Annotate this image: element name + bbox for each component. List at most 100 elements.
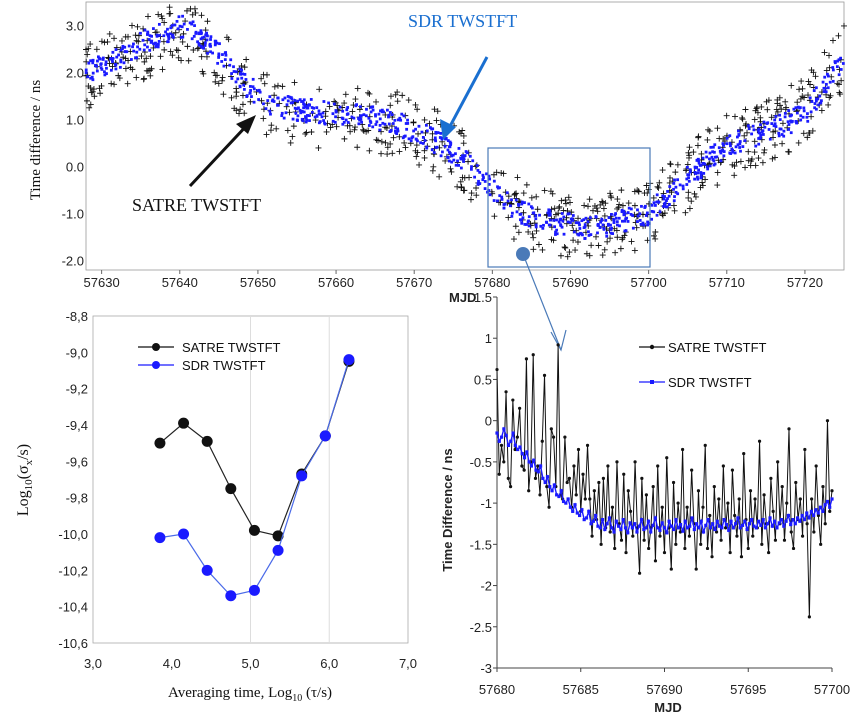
zoom-sdr-point [548, 485, 552, 489]
satre-point [341, 100, 348, 107]
sdr-point [132, 49, 136, 53]
sdr-point [317, 112, 321, 116]
zoom-satre-point [545, 485, 549, 489]
sdr-point [181, 14, 185, 18]
sdr-point [510, 211, 514, 215]
sdr-point [332, 102, 336, 106]
satre-point [534, 206, 541, 213]
zoom-sdr-point [568, 505, 573, 509]
sdr-point [655, 213, 659, 217]
satre-point [467, 196, 474, 203]
sdr-point [733, 151, 737, 155]
zoom-satre-point [800, 534, 805, 538]
sdr-point [629, 207, 633, 211]
satre-point [686, 205, 693, 212]
sdr-point [425, 129, 429, 133]
allan-satre-point [201, 435, 213, 447]
zoom-satre-point [710, 555, 714, 559]
satre-point [731, 113, 738, 120]
sdr-point [201, 36, 204, 40]
satre-point [771, 142, 778, 149]
sdr-point [463, 154, 467, 157]
zoom-satre-point [798, 497, 802, 501]
sdr-point [708, 157, 711, 161]
sdr-point [713, 143, 717, 147]
zoom-sdr-point [545, 475, 550, 479]
sdr-point [686, 173, 690, 177]
satre-point [87, 101, 94, 108]
sdr-point [747, 124, 750, 128]
sdr-point [396, 129, 400, 133]
zoom-satre-point [628, 509, 633, 513]
sdr-point [266, 99, 270, 102]
sdr-point [806, 119, 810, 123]
sdr-point [416, 139, 419, 143]
zoom-sdr-point [685, 526, 690, 530]
sdr-point [272, 100, 276, 103]
sdr-point [730, 147, 734, 151]
sdr-point [629, 213, 633, 216]
sdr-point [240, 76, 244, 80]
sdr-point [299, 111, 303, 115]
sdr-point [434, 131, 438, 135]
satre-point [692, 193, 699, 200]
satre-point [619, 236, 626, 243]
sdr-point [722, 154, 726, 158]
allan-y-tick-label: -9,4 [66, 418, 88, 433]
sdr-point [814, 107, 818, 111]
satre-point [520, 209, 527, 216]
top-x-tick-label: 57690 [552, 275, 588, 290]
zoom-satre-point [828, 509, 832, 513]
zoom-satre-point [644, 493, 648, 497]
sdr-point [561, 219, 565, 223]
sdr-point [696, 177, 700, 181]
zoom-satre-point [742, 452, 746, 456]
zoom-satre-point [819, 542, 823, 546]
sdr-point [284, 111, 288, 115]
satre-point [442, 157, 449, 164]
zoom-satre-point [728, 550, 732, 555]
satre-point [601, 212, 608, 219]
satre-point [783, 104, 790, 111]
sdr-point [157, 22, 161, 26]
zoom-sdr-point [617, 524, 621, 528]
sdr-point [430, 148, 434, 152]
sdr-point [242, 83, 246, 87]
sdr-point [95, 69, 99, 73]
zoom-sdr-point [754, 526, 758, 530]
sdr-point [304, 115, 307, 118]
sdr-point [315, 106, 319, 110]
sdr-point [481, 173, 485, 177]
satre-point [87, 41, 94, 48]
zoom-sdr-point [704, 523, 708, 527]
sdr-point [620, 210, 624, 214]
sdr-point [199, 37, 203, 41]
sdr-point [421, 142, 425, 145]
satre-point [366, 147, 373, 154]
zoom-y-axis-label: Time Difference / ns [440, 448, 455, 571]
satre-point [416, 161, 423, 168]
satre-point [558, 197, 565, 204]
zoom-sdr-point [784, 519, 788, 523]
sdr-point [229, 58, 233, 62]
sdr-point [544, 220, 548, 224]
zoom-satre-point [626, 489, 630, 493]
sdr-point [298, 108, 302, 112]
satre-point [434, 108, 441, 115]
sdr-point [152, 27, 155, 30]
sdr-point [662, 195, 666, 199]
satre-point [169, 52, 176, 59]
satre-point [674, 161, 681, 168]
allan-x-tick-label: 7,0 [399, 656, 417, 671]
satre-point [737, 158, 744, 165]
satre-point [159, 15, 166, 22]
satre-point [739, 116, 746, 123]
sdr-point [306, 106, 310, 110]
sdr-point [527, 215, 531, 219]
sdr-point [176, 27, 180, 31]
zoom-sdr-point [550, 489, 554, 493]
satre-point [223, 34, 230, 41]
satre-point [562, 244, 569, 251]
satre-point [617, 245, 624, 252]
zoom-sdr-point [662, 526, 667, 530]
